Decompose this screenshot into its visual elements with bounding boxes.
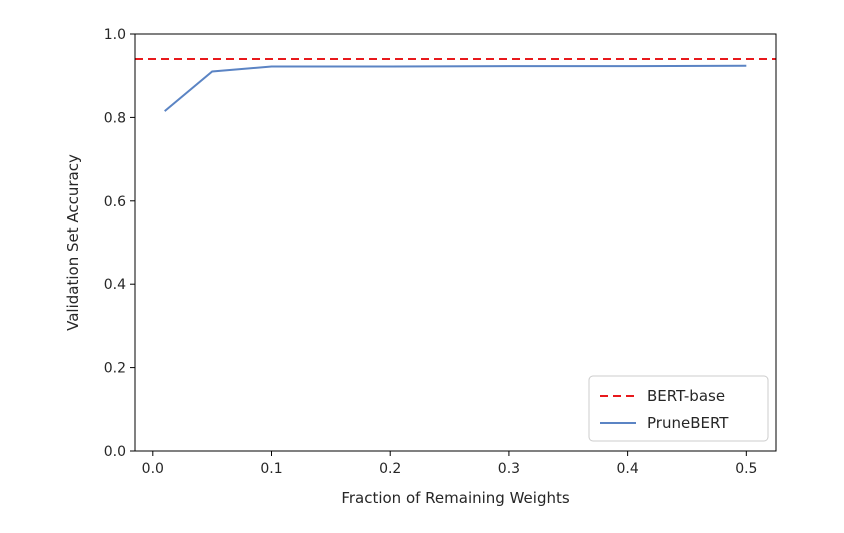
- axes: 0.0 0.1 0.2 0.3 0.4 0.5 0.0 0.2 0.4 0.6 0.8 1.0: [104, 27, 777, 477]
- y-tick-label: 0.6: [104, 194, 126, 210]
- x-axis-label: Fraction of Remaining Weights: [341, 489, 570, 507]
- series-line-prunebert: [164, 64, 747, 112]
- y-tick-label: 0.2: [104, 361, 126, 377]
- x-tick-label: 0.2: [379, 461, 401, 477]
- legend-box: [588, 375, 769, 442]
- y-axis-label: Validation Set Accuracy: [64, 154, 82, 331]
- legend-label-prunebert: PruneBERT: [647, 414, 729, 432]
- legend-label-bert-base: BERT-base: [647, 387, 725, 405]
- x-tick-label: 0.4: [616, 461, 638, 477]
- y-tick-label: 0.8: [104, 110, 126, 126]
- y-tick-label: 1.0: [104, 27, 126, 43]
- x-tick-label: 0.5: [735, 461, 757, 477]
- y-tick-label: 0.0: [104, 444, 126, 460]
- x-tick-label: 0.0: [142, 461, 164, 477]
- x-tick-label: 0.3: [498, 461, 520, 477]
- plot-frame: [134, 33, 777, 452]
- y-tick-label: 0.4: [104, 277, 126, 293]
- plot-area: [135, 58, 776, 112]
- x-tick-label: 0.1: [260, 461, 282, 477]
- legend: BERT-base PruneBERT: [588, 375, 769, 442]
